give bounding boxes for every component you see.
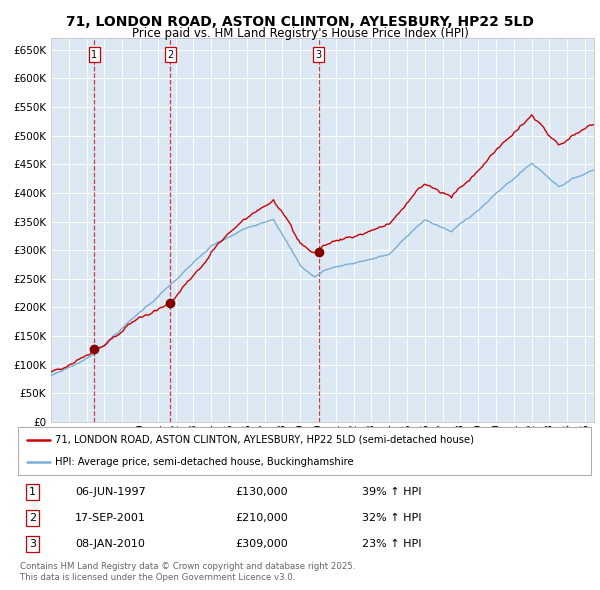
Text: Price paid vs. HM Land Registry's House Price Index (HPI): Price paid vs. HM Land Registry's House … [131, 27, 469, 40]
Text: 23% ↑ HPI: 23% ↑ HPI [362, 539, 421, 549]
Text: £130,000: £130,000 [236, 487, 289, 497]
Text: £309,000: £309,000 [236, 539, 289, 549]
Text: 08-JAN-2010: 08-JAN-2010 [76, 539, 145, 549]
Text: 32% ↑ HPI: 32% ↑ HPI [362, 513, 421, 523]
Text: 1: 1 [29, 487, 36, 497]
Text: 06-JUN-1997: 06-JUN-1997 [76, 487, 146, 497]
Text: 3: 3 [29, 539, 36, 549]
Text: 71, LONDON ROAD, ASTON CLINTON, AYLESBURY, HP22 5LD (semi-detached house): 71, LONDON ROAD, ASTON CLINTON, AYLESBUR… [55, 435, 474, 445]
Text: 3: 3 [316, 50, 322, 60]
Text: 1: 1 [91, 50, 97, 60]
Text: 2: 2 [29, 513, 36, 523]
Text: Contains HM Land Registry data © Crown copyright and database right 2025.: Contains HM Land Registry data © Crown c… [20, 562, 355, 571]
Text: 2: 2 [167, 50, 173, 60]
Text: 71, LONDON ROAD, ASTON CLINTON, AYLESBURY, HP22 5LD: 71, LONDON ROAD, ASTON CLINTON, AYLESBUR… [66, 15, 534, 29]
Text: £210,000: £210,000 [236, 513, 289, 523]
Text: 39% ↑ HPI: 39% ↑ HPI [362, 487, 421, 497]
Text: HPI: Average price, semi-detached house, Buckinghamshire: HPI: Average price, semi-detached house,… [55, 457, 354, 467]
Text: This data is licensed under the Open Government Licence v3.0.: This data is licensed under the Open Gov… [20, 573, 295, 582]
Text: 17-SEP-2001: 17-SEP-2001 [76, 513, 146, 523]
